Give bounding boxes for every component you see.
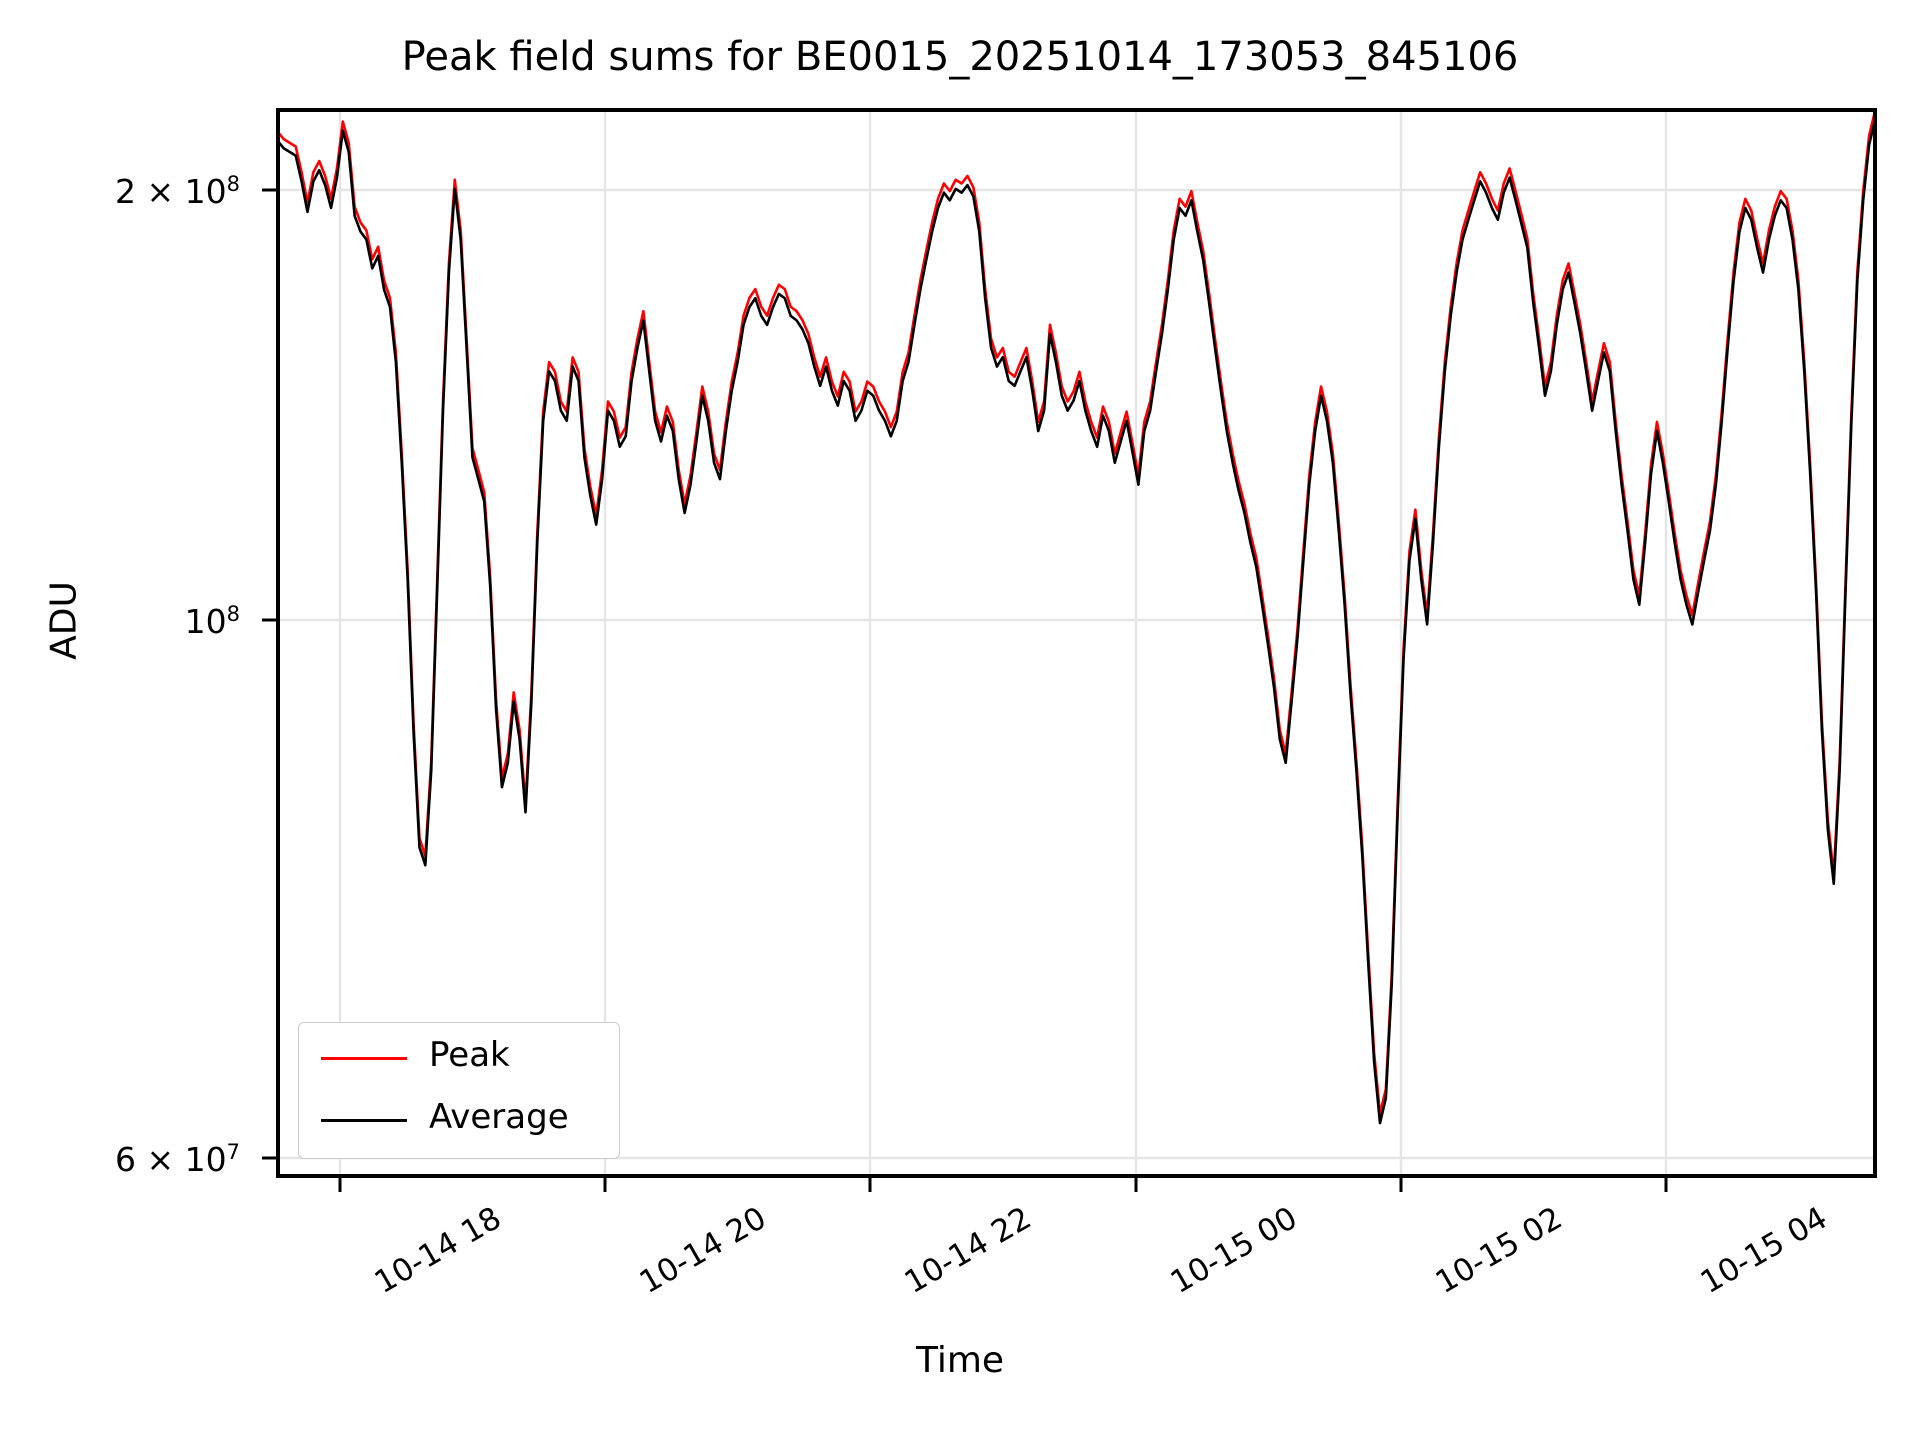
series-peak <box>276 109 1877 1116</box>
legend-label-average: Average <box>429 1097 569 1137</box>
x-axis-label: Time <box>915 1340 1005 1381</box>
legend-swatch-peak <box>321 1057 407 1060</box>
legend-row-peak: Peak <box>299 1029 619 1089</box>
y-tick-label-1e8: 108 <box>184 602 240 641</box>
legend-label-peak: Peak <box>429 1035 510 1075</box>
series-average <box>276 118 1877 1125</box>
grid-lines <box>278 110 1875 1176</box>
axis-spines <box>276 108 1877 1178</box>
chart-title: Peak field sums for BE0015_20251014_1730… <box>401 34 1519 80</box>
y-tick-label-2e8: 2 × 108 <box>115 172 240 211</box>
y-tick-label-6e7: 6 × 107 <box>115 1140 240 1179</box>
legend-row-average: Average <box>299 1091 619 1151</box>
axis-ticks <box>262 188 1668 1192</box>
legend-swatch-average <box>321 1119 407 1122</box>
chart-legend: Peak Average <box>298 1022 620 1159</box>
